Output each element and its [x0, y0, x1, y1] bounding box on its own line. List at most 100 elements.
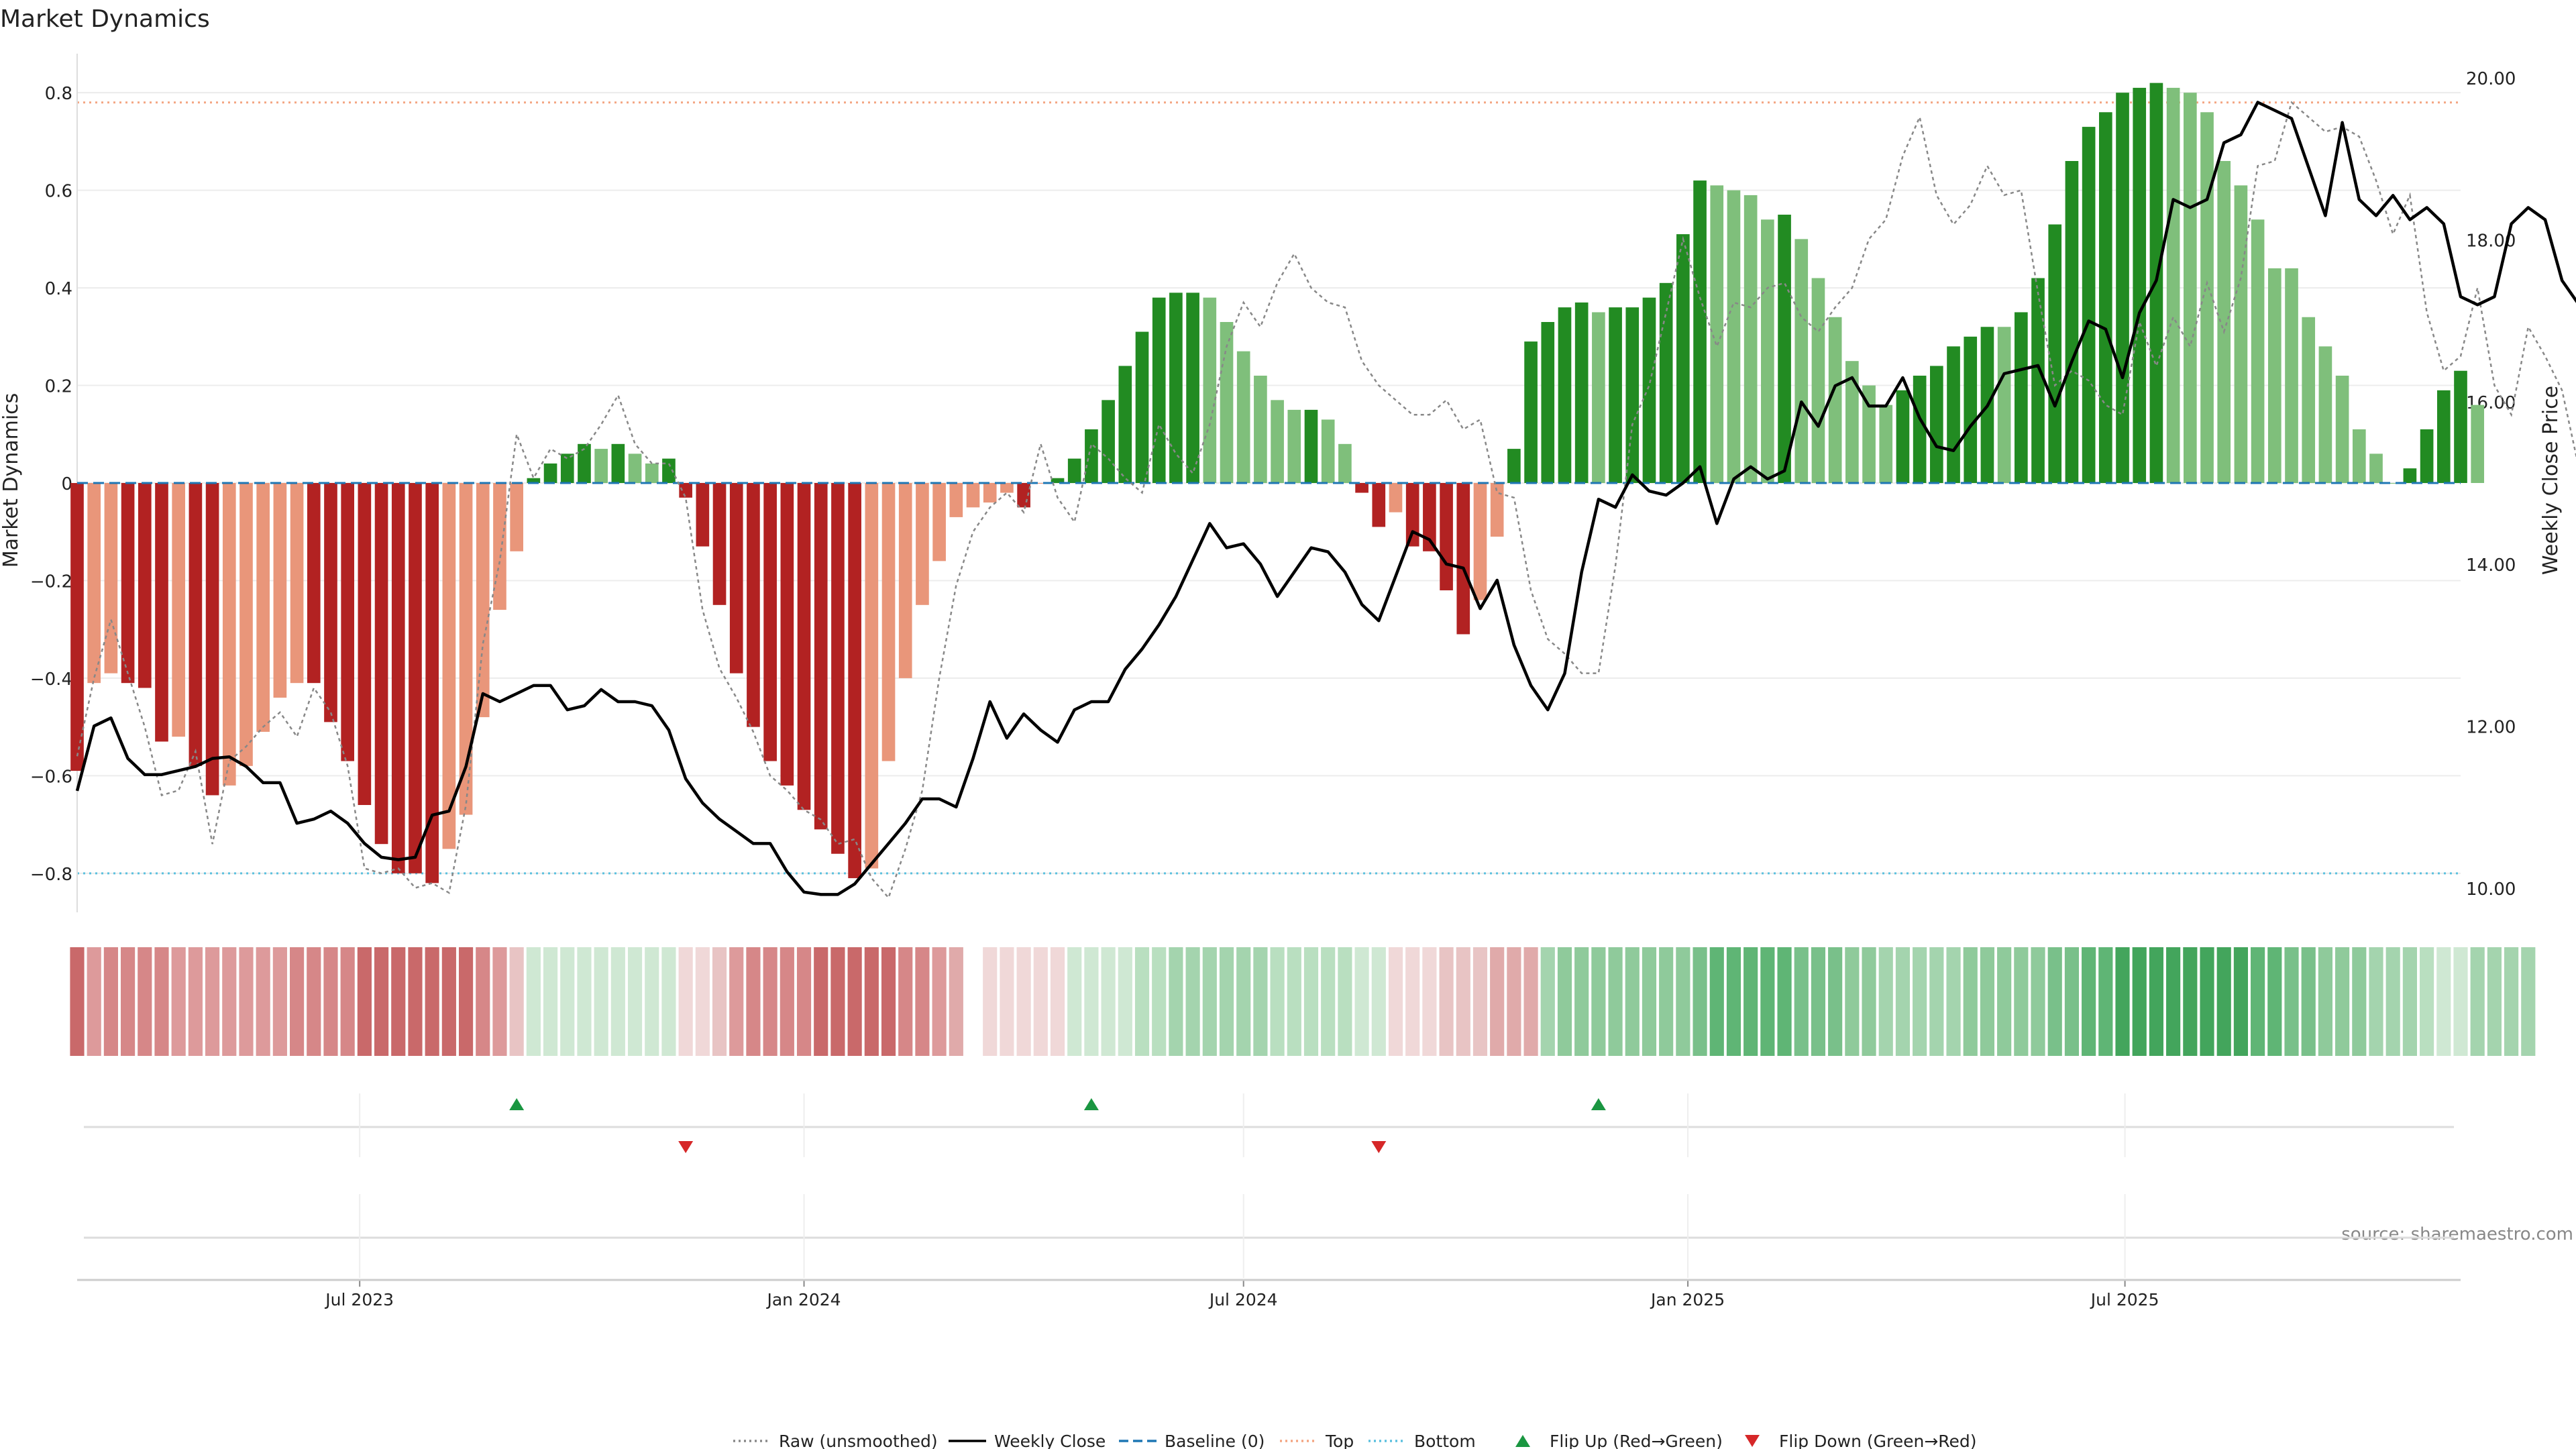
market-dynamics-bar [1794, 239, 1809, 483]
heat-cell [645, 947, 659, 1056]
heat-cell [1169, 947, 1183, 1056]
legend-label-baseline: Baseline (0) [1165, 1432, 1265, 1449]
market-dynamics-bar [966, 483, 980, 508]
market-dynamics-bar [1287, 409, 1301, 483]
heat-cell [695, 947, 710, 1056]
market-dynamics-bar [1473, 483, 1487, 600]
heat-cell [188, 947, 203, 1056]
heat-strip [70, 947, 2536, 1056]
heat-cell [1540, 947, 1555, 1056]
heat-cell [2385, 947, 2400, 1056]
heat-cell [1913, 947, 1927, 1056]
heat-cell [1693, 947, 1707, 1056]
market-dynamics-bar [2420, 429, 2434, 483]
heat-cell [2318, 947, 2332, 1056]
market-dynamics-bar [527, 478, 541, 483]
heat-cell [1185, 947, 1200, 1056]
market-dynamics-bar [2183, 93, 2197, 483]
market-dynamics-bar [104, 483, 118, 674]
flip-down-marker [678, 1141, 694, 1153]
legend-item-bottom: Bottom [1368, 1432, 1476, 1449]
market-dynamics-bar [1000, 483, 1014, 493]
heat-cell [2335, 947, 2350, 1056]
market-dynamics-bar [2454, 370, 2467, 483]
market-dynamics-bar [1405, 483, 1419, 547]
heat-cell [222, 947, 237, 1056]
market-dynamics-bar [2048, 224, 2062, 483]
market-dynamics-bar [1524, 341, 1538, 483]
market-dynamics-bar [594, 449, 608, 483]
market-dynamics-bar [493, 483, 506, 610]
heat-cell [1574, 947, 1589, 1056]
heat-cell [2166, 947, 2181, 1056]
market-dynamics-bar [1558, 307, 1572, 483]
market-dynamics-bar [1811, 278, 1825, 483]
market-dynamics-bar [1118, 366, 1132, 483]
heat-cell [1371, 947, 1386, 1056]
raw-unsmoothed-line [76, 101, 2576, 900]
heat-cell [543, 947, 558, 1056]
market-dynamics-bar [797, 483, 811, 810]
market-dynamics-bar [476, 483, 490, 718]
market-dynamics-bar [2471, 405, 2485, 483]
market-dynamics-bar [2285, 268, 2298, 483]
heat-cell [256, 947, 270, 1056]
heat-cell [2216, 947, 2231, 1056]
heat-cell [171, 947, 186, 1056]
legend-item-close: Weekly Close [949, 1432, 1106, 1449]
market-dynamics-bar [1693, 180, 1707, 483]
market-dynamics-bar [645, 463, 659, 483]
market-dynamics-bar [273, 483, 287, 698]
market-dynamics-bar [831, 483, 845, 854]
heat-cell [2251, 947, 2265, 1056]
market-dynamics-bar [1743, 195, 1758, 483]
heat-cell [2082, 947, 2096, 1056]
market-dynamics-bar [1152, 297, 1166, 483]
market-dynamics-bar [138, 483, 152, 688]
heat-cell [983, 947, 998, 1056]
market-dynamics-bar [2099, 112, 2112, 484]
heat-cell [1134, 947, 1150, 1056]
market-dynamics-bar [1964, 336, 1978, 483]
market-dynamics-bar [1338, 443, 1352, 483]
heat-cell [2031, 947, 2045, 1056]
market-dynamics-bar [543, 463, 557, 483]
x-tick-label: Jul 2025 [2090, 1290, 2159, 1309]
market-dynamics-bar [949, 483, 963, 517]
heat-cell [87, 947, 101, 1056]
heat-cell [1997, 947, 2012, 1056]
heat-cell [340, 947, 355, 1056]
market-dynamics-bar [2015, 312, 2028, 483]
market-dynamics-bar [814, 483, 828, 830]
heat-cell [1557, 947, 1572, 1056]
heat-cell [1202, 947, 1217, 1056]
heat-cell [1303, 947, 1319, 1056]
market-dynamics-bar [1828, 317, 1842, 483]
flip-up-marker [1083, 1098, 1099, 1110]
y-right-tick-label: 12.00 [2466, 717, 2516, 737]
market-dynamics-bar [1236, 351, 1250, 483]
market-dynamics-bar [662, 458, 676, 483]
heat-cell [1963, 947, 1978, 1056]
market-dynamics-bar [848, 483, 861, 879]
market-dynamics-bar [341, 483, 355, 761]
market-dynamics-bar [2031, 278, 2045, 483]
market-dynamics-bar [679, 483, 692, 498]
legend-item-raw: Raw (unsmoothed) [733, 1432, 938, 1449]
market-dynamics-bar [1761, 219, 1774, 483]
market-dynamics-bar [1372, 483, 1386, 527]
heat-cell [1642, 947, 1657, 1056]
market-dynamics-bar [1304, 409, 1318, 483]
heat-cell [2453, 947, 2468, 1056]
market-dynamics-bar [1271, 400, 1284, 483]
market-dynamics-bar [1592, 312, 1605, 483]
heat-cell [1777, 947, 1792, 1056]
heat-cell [2352, 947, 2367, 1056]
heat-cell [526, 947, 541, 1056]
heat-cell [1743, 947, 1758, 1056]
market-dynamics-bar [2116, 93, 2129, 483]
market-dynamics-bar [189, 483, 203, 766]
heat-cell [1118, 947, 1132, 1056]
market-dynamics-bar [865, 483, 879, 869]
heat-cell [729, 947, 744, 1056]
